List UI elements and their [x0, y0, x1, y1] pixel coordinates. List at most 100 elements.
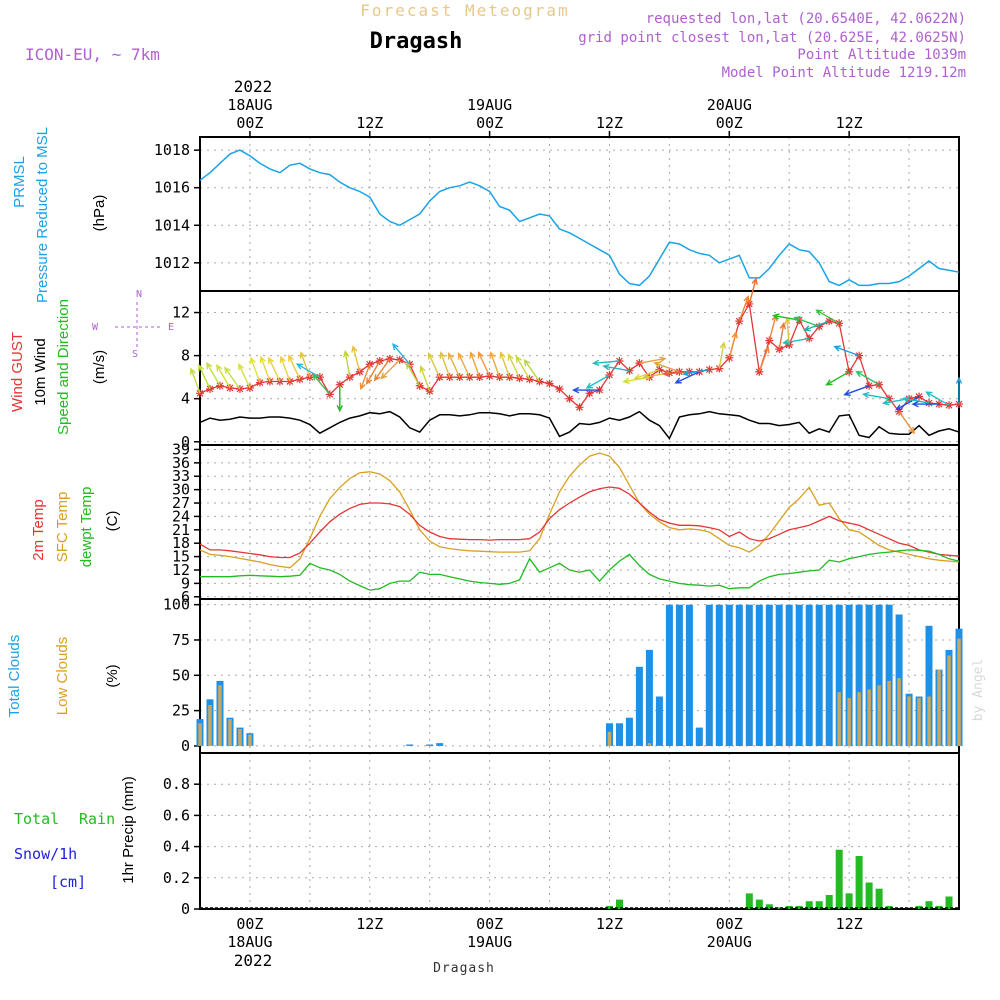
gust-marker — [555, 385, 564, 393]
wind-direction-arrow — [206, 361, 221, 387]
precip-labels: Total Rain Snow/1h [cm] 1hr Precip (mm) — [14, 776, 137, 891]
y-tick-label: 12 — [172, 304, 190, 322]
wind-direction-arrow — [288, 354, 301, 380]
total-clouds-bar — [855, 604, 863, 746]
wind-direction-arrow — [674, 371, 700, 384]
y-tick-label: 21 — [172, 521, 190, 539]
wind-direction-arrow — [898, 411, 915, 435]
gust-marker — [315, 373, 324, 382]
rain-bar — [785, 905, 793, 909]
y-tick-label: 12 — [172, 561, 190, 579]
compass-rose: N W E S — [92, 289, 174, 360]
low-clouds-bar — [228, 719, 232, 746]
low-clouds-bar — [837, 692, 841, 746]
compass-w: W — [92, 322, 99, 333]
wind-direction-arrow — [343, 349, 351, 378]
rain-bar — [805, 901, 813, 909]
rain-bar — [745, 893, 753, 909]
wind-direction-arrow — [380, 359, 401, 380]
gust-marker — [585, 389, 594, 398]
total-clouds-bar — [775, 604, 783, 746]
bottom-date-label: 20AUG — [707, 933, 752, 951]
pressure-panel: 1012 1014 1016 1018 — [154, 136, 960, 292]
low-clouds-bar — [897, 678, 901, 746]
top-time-label: 12Z — [356, 114, 383, 132]
gust-label: Wind GUST — [9, 332, 26, 412]
y-tick-label: 25 — [172, 702, 190, 720]
gust-marker — [515, 374, 524, 383]
low-clouds-bar — [238, 729, 242, 746]
wind-direction-arrow — [373, 358, 391, 382]
total-clouds-bar — [865, 604, 873, 746]
wind-direction-arrow — [336, 384, 344, 413]
point-altitude: Point Altitude 1039m — [797, 47, 966, 63]
y-tick-label: 1012 — [154, 254, 190, 272]
wind-direction-arrow — [198, 363, 211, 390]
wind-direction-arrow — [803, 320, 830, 332]
y-tick-label: 75 — [172, 631, 190, 649]
low-clouds-bar — [867, 689, 871, 746]
top-time-label: 12Z — [596, 114, 623, 132]
top-time-label: 00Z — [476, 114, 503, 132]
wind-direction-arrow — [224, 366, 241, 390]
wind-direction-arrow — [815, 309, 840, 324]
rain-bar — [835, 849, 843, 909]
gust-marker — [625, 366, 634, 375]
wind10m-label: 10m Wind — [32, 338, 49, 406]
wind-direction-arrow — [591, 359, 620, 367]
total-clouds-bar — [735, 604, 743, 746]
wind-direction-arrow — [439, 351, 451, 378]
bottom-date-label: 18AUG — [227, 933, 272, 951]
low-clouds-label: Low Clouds — [54, 637, 71, 715]
model-label: ICON-EU, ~ 7km — [25, 45, 160, 64]
rain-bar — [845, 893, 853, 909]
gust-marker — [875, 380, 884, 389]
wind-direction-arrow — [366, 360, 381, 385]
y-tick-label: 1018 — [154, 141, 190, 159]
wind-direction-arrow — [781, 337, 810, 346]
total-clouds-bar — [426, 744, 434, 746]
y-tick-label: 9 — [181, 574, 190, 592]
total-clouds-bar — [795, 604, 803, 746]
clouds-unit: (%) — [104, 664, 121, 687]
sfc-temp-line — [199, 452, 960, 569]
wind-direction-arrow — [359, 363, 371, 391]
precip-panel: 0 0.2 0.4 0.6 0.8 — [163, 752, 960, 918]
low-clouds-bar — [218, 685, 222, 746]
total-clouds-bar — [616, 723, 623, 746]
y-tick-label: 18 — [172, 534, 190, 552]
dewpt-line — [200, 549, 960, 591]
bottom-time-label: 00Z — [236, 915, 263, 933]
total-clouds-bar — [625, 717, 633, 746]
gust-marker — [745, 299, 754, 308]
dewpt-label: dewpt Temp — [78, 487, 95, 568]
wind-direction-arrow — [447, 352, 461, 378]
wind-direction-arrow — [653, 361, 680, 373]
temp-labels: 2m Temp SFC Temp dewpt Temp (C) — [30, 487, 121, 568]
gust-marker — [575, 403, 584, 412]
top-time-label: 00Z — [236, 114, 263, 132]
y-tick-label: 0 — [181, 433, 190, 451]
watermark: by Angel — [971, 659, 986, 722]
wind-direction-arrow — [833, 345, 860, 357]
y-tick-label: 0 — [181, 737, 190, 755]
wind-direction-arrow — [911, 400, 939, 408]
y-tick-label: 6 — [181, 588, 190, 606]
low-clouds-bar — [647, 743, 652, 746]
prmsl-label: PRMSL — [11, 156, 28, 208]
wind-direction-arrow — [259, 355, 271, 382]
wind-direction-arrow — [238, 362, 251, 389]
gust-marker — [865, 381, 874, 390]
rain-bar — [765, 904, 773, 909]
wind-direction-arrow — [427, 352, 441, 378]
total-clouds-bar — [765, 604, 773, 746]
wind-direction-arrow — [855, 370, 880, 386]
gust-marker — [325, 390, 334, 399]
wind-direction-arrow — [189, 367, 201, 394]
rain-bar — [616, 899, 623, 909]
gust-marker — [565, 394, 574, 403]
low-clouds-bar — [917, 697, 921, 746]
snow-unit: [cm] — [50, 873, 86, 891]
